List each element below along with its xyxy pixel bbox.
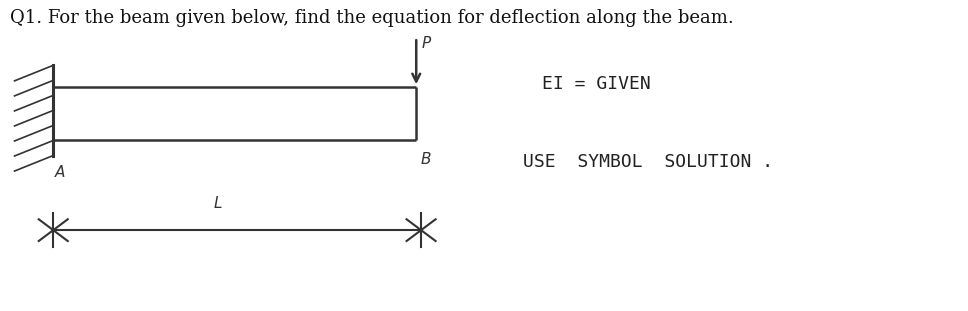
- Text: A: A: [55, 165, 66, 180]
- Text: Q1. For the beam given below, find the equation for deflection along the beam.: Q1. For the beam given below, find the e…: [10, 9, 734, 27]
- Text: USE  SYMBOL  SOLUTION .: USE SYMBOL SOLUTION .: [523, 153, 772, 171]
- Text: EI = GIVEN: EI = GIVEN: [542, 75, 650, 93]
- Text: L: L: [214, 197, 222, 211]
- Text: P: P: [422, 36, 432, 51]
- Text: B: B: [421, 152, 432, 167]
